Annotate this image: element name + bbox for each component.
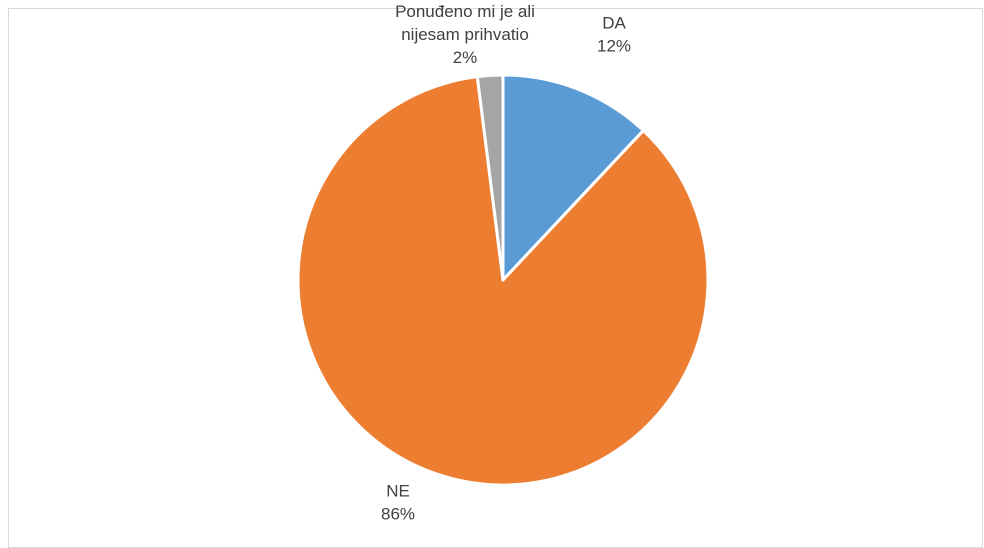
slice-data-label-2: Ponuđeno mi je ali nijesam prihvatio 2% bbox=[395, 2, 535, 67]
slice-data-label-0: DA 12% bbox=[597, 14, 631, 56]
pie-slice-0 bbox=[501, 73, 645, 282]
pie-slice-2 bbox=[475, 73, 505, 282]
slice-data-label-1: NE 86% bbox=[381, 482, 415, 524]
